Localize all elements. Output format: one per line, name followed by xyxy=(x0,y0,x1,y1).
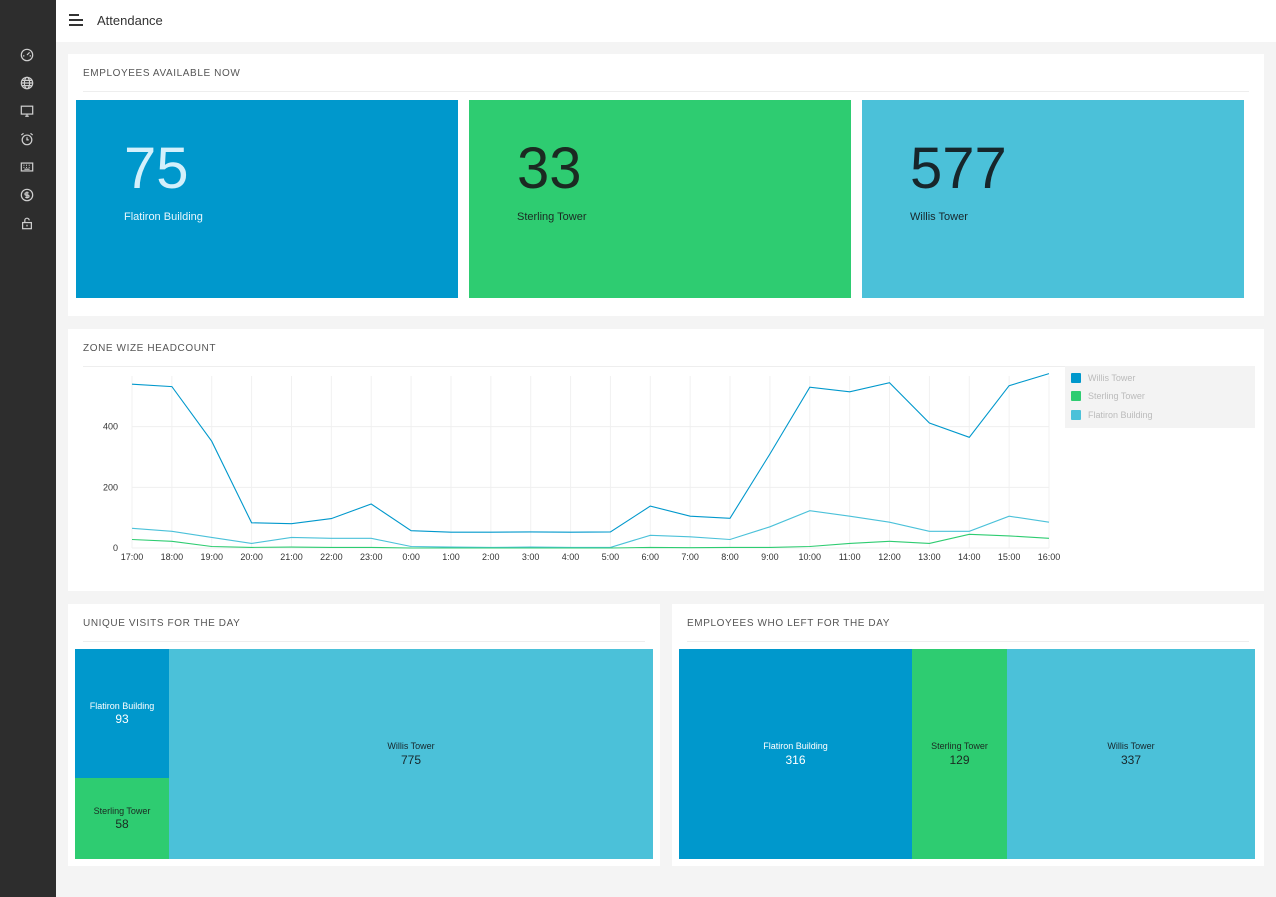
y-tick-label: 0 xyxy=(113,543,118,553)
treemap-cell-sterling[interactable]: Sterling Tower 58 xyxy=(75,778,169,859)
divider xyxy=(83,641,645,642)
x-tick-label: 0:00 xyxy=(402,552,420,562)
divider xyxy=(83,91,1249,92)
x-tick-label: 18:00 xyxy=(161,552,184,562)
left-for-day-card: EMPLOYEES WHO LEFT FOR THE DAY Flatiron … xyxy=(672,604,1264,866)
headcount-line-chart: 0 200 400 17:00 18:00 19:00 20:00 21:00 22:00 23:… xyxy=(103,373,1061,562)
treemap-cell-flatiron[interactable]: Flatiron Building 316 xyxy=(679,649,912,859)
legend-item-flatiron[interactable]: Flatiron Building xyxy=(1071,409,1153,421)
x-tick-label: 3:00 xyxy=(522,552,540,562)
available-now-card: EMPLOYEES AVAILABLE NOW 75 Flatiron Buil… xyxy=(68,54,1264,316)
x-tick-label: 6:00 xyxy=(642,552,660,562)
kpi-tile-sterling[interactable]: 33 Sterling Tower xyxy=(469,100,851,298)
x-tick-label: 21:00 xyxy=(280,552,303,562)
legend-swatch xyxy=(1071,410,1081,420)
treemap-value: 316 xyxy=(785,752,806,767)
card-title: EMPLOYEES WHO LEFT FOR THE DAY xyxy=(687,618,891,629)
legend-swatch xyxy=(1071,373,1081,383)
kpi-label: Sterling Tower xyxy=(517,211,587,223)
y-tick-label: 200 xyxy=(103,482,118,492)
x-tick-label: 23:00 xyxy=(360,552,383,562)
kpi-tile-flatiron[interactable]: 75 Flatiron Building xyxy=(76,100,458,298)
series-line-flatiron-building[interactable] xyxy=(131,510,1050,548)
x-tick-label: 19:00 xyxy=(200,552,223,562)
x-tick-label: 1:00 xyxy=(442,552,460,562)
x-tick-label: 11:00 xyxy=(839,552,861,562)
legend-label: Willis Tower xyxy=(1088,373,1136,383)
treemap-value: 93 xyxy=(115,712,129,727)
treemap-cell-willis[interactable]: Willis Tower 337 xyxy=(1007,649,1255,859)
x-tick-label: 12:00 xyxy=(878,552,901,562)
treemap-label: Flatiron Building xyxy=(89,700,155,711)
card-title: EMPLOYEES AVAILABLE NOW xyxy=(83,68,241,79)
x-tick-label: 17:00 xyxy=(121,552,144,562)
divider xyxy=(83,366,1249,367)
treemap-label: Willis Tower xyxy=(387,741,435,752)
unlock-icon[interactable] xyxy=(18,214,36,232)
headcount-card: ZONE WIZE HEADCOUNT 0 200 400 17:00 18:00 19:… xyxy=(68,329,1264,591)
kpi-label: Flatiron Building xyxy=(124,211,203,223)
treemap-cell-sterling[interactable]: Sterling Tower 129 xyxy=(912,649,1007,859)
keyboard-icon[interactable] xyxy=(18,158,36,176)
legend-label: Sterling Tower xyxy=(1088,391,1145,401)
menu-toggle-icon[interactable] xyxy=(69,14,85,26)
kpi-value: 75 xyxy=(124,136,189,201)
kpi-value: 577 xyxy=(910,136,1007,201)
x-tick-label: 13:00 xyxy=(918,552,941,562)
treemap-value: 775 xyxy=(400,752,422,767)
sidebar xyxy=(0,0,56,897)
unique-visits-card: UNIQUE VISITS FOR THE DAY Flatiron Build… xyxy=(68,604,660,866)
x-tick-label: 22:00 xyxy=(320,552,343,562)
treemap-value: 129 xyxy=(949,752,970,767)
top-bar: Attendance xyxy=(56,0,1276,42)
x-tick-label: 8:00 xyxy=(721,552,739,562)
globe-icon[interactable] xyxy=(18,74,36,92)
page-title: Attendance xyxy=(97,13,163,28)
legend-item-willis[interactable]: Willis Tower xyxy=(1071,372,1135,384)
card-title: UNIQUE VISITS FOR THE DAY xyxy=(83,618,241,629)
treemap-label: Willis Tower xyxy=(1107,741,1155,752)
x-tick-label: 5:00 xyxy=(602,552,620,562)
alarm-clock-icon[interactable] xyxy=(18,130,36,148)
x-tick-label: 7:00 xyxy=(681,552,699,562)
monitor-icon[interactable] xyxy=(18,102,36,120)
card-title: ZONE WIZE HEADCOUNT xyxy=(83,343,217,354)
treemap-label: Sterling Tower xyxy=(931,741,988,752)
kpi-value: 33 xyxy=(517,136,582,201)
chart-legend: Willis Tower Sterling Tower Flatiron Bui… xyxy=(1065,366,1255,428)
x-tick-label: 20:00 xyxy=(240,552,263,562)
legend-swatch xyxy=(1071,391,1081,401)
treemap-cell-flatiron[interactable]: Flatiron Building 93 xyxy=(75,649,169,778)
legend-label: Flatiron Building xyxy=(1088,410,1153,420)
kpi-tile-willis[interactable]: 577 Willis Tower xyxy=(862,100,1244,298)
kpi-label: Willis Tower xyxy=(910,211,968,223)
dashboard-icon[interactable] xyxy=(18,46,36,64)
treemap-label: Sterling Tower xyxy=(93,805,151,816)
legend-item-sterling[interactable]: Sterling Tower xyxy=(1071,390,1145,402)
series-line-sterling-tower[interactable] xyxy=(131,533,1050,549)
treemap-value: 337 xyxy=(1120,752,1142,767)
treemap-cell-willis[interactable]: Willis Tower 775 xyxy=(169,649,653,859)
treemap-label: Flatiron Building xyxy=(763,741,828,752)
x-tick-label: 10:00 xyxy=(799,552,822,562)
x-tick-label: 9:00 xyxy=(761,552,779,562)
x-tick-label: 16:00 xyxy=(1038,552,1061,562)
x-tick-label: 2:00 xyxy=(482,552,500,562)
y-tick-label: 400 xyxy=(103,422,118,432)
treemap-value: 58 xyxy=(115,817,129,832)
dollar-icon[interactable] xyxy=(18,186,36,204)
x-tick-label: 14:00 xyxy=(958,552,981,562)
divider xyxy=(687,641,1249,642)
x-tick-label: 4:00 xyxy=(562,552,580,562)
series-line-willis-tower[interactable] xyxy=(131,373,1050,533)
x-tick-label: 15:00 xyxy=(998,552,1021,562)
